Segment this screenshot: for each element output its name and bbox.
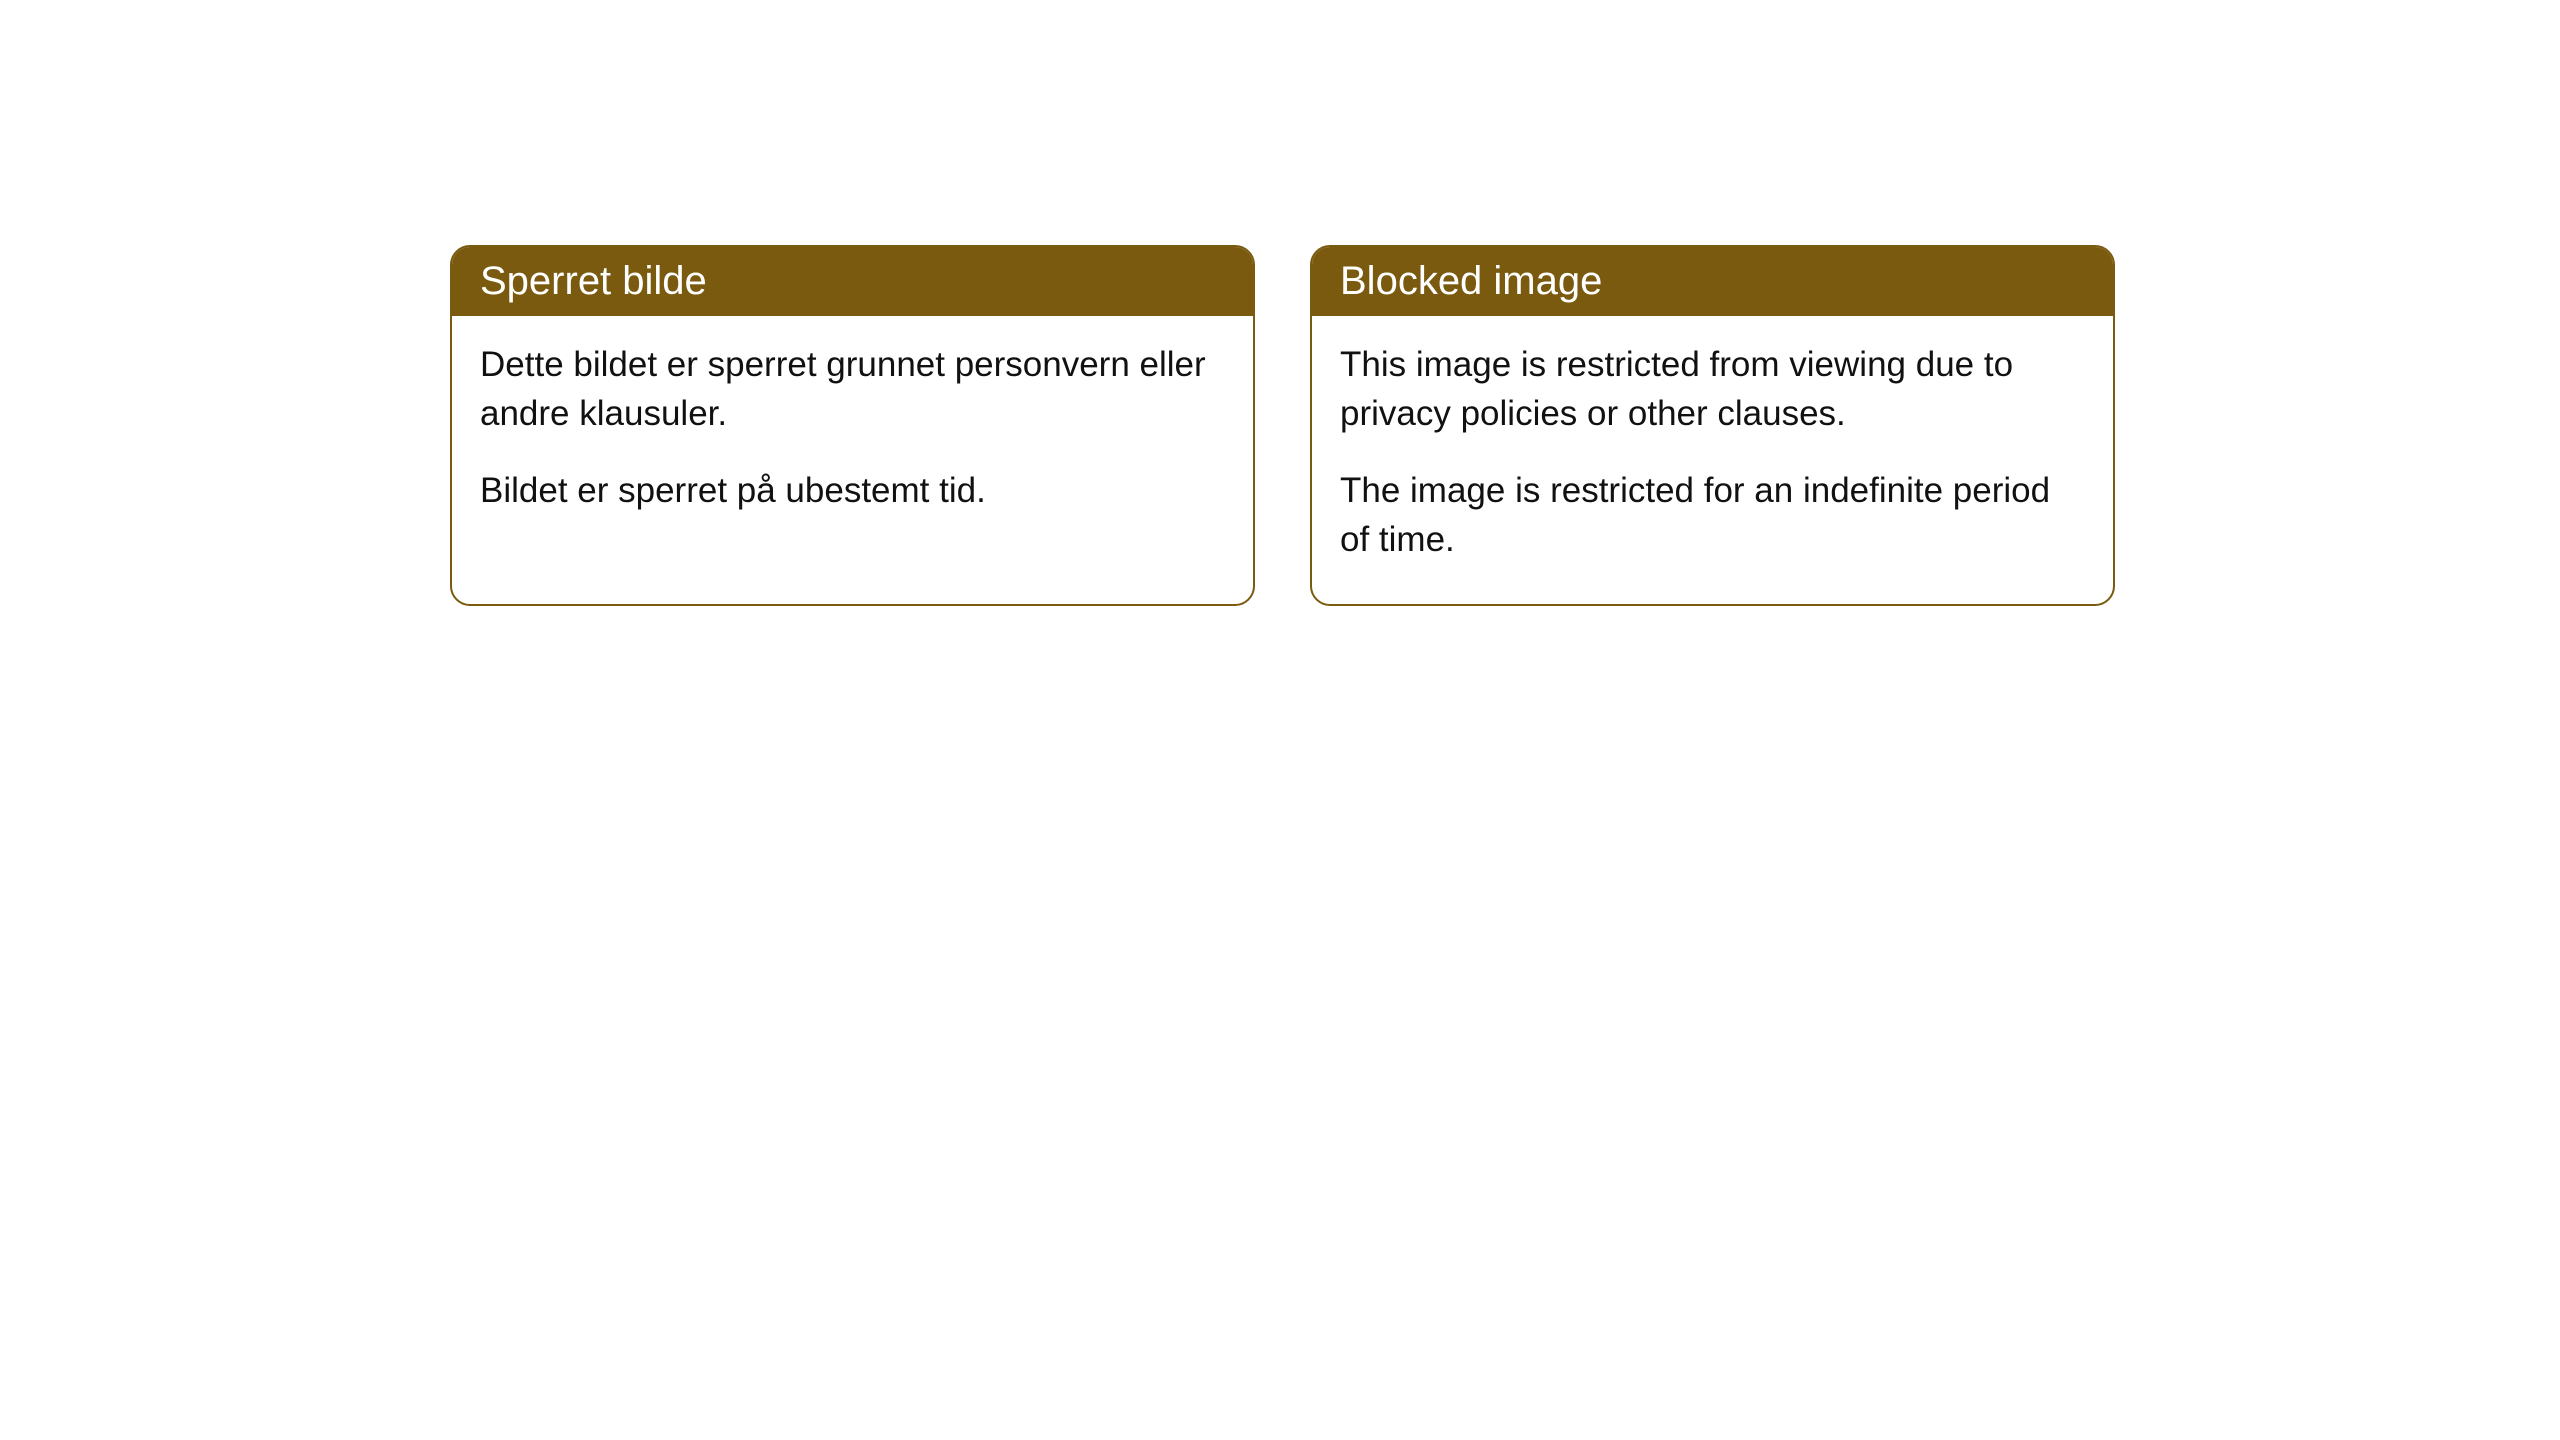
- blocked-image-card-en: Blocked image This image is restricted f…: [1310, 245, 2115, 606]
- card-paragraph-2: Bildet er sperret på ubestemt tid.: [480, 466, 1225, 515]
- card-title: Blocked image: [1340, 259, 1602, 303]
- card-body: Dette bildet er sperret grunnet personve…: [452, 316, 1253, 555]
- card-container: Sperret bilde Dette bildet er sperret gr…: [450, 245, 2115, 606]
- card-header: Blocked image: [1312, 247, 2113, 316]
- card-header: Sperret bilde: [452, 247, 1253, 316]
- card-paragraph-1: Dette bildet er sperret grunnet personve…: [480, 340, 1225, 438]
- card-paragraph-1: This image is restricted from viewing du…: [1340, 340, 2085, 438]
- card-title: Sperret bilde: [480, 259, 707, 303]
- blocked-image-card-no: Sperret bilde Dette bildet er sperret gr…: [450, 245, 1255, 606]
- card-paragraph-2: The image is restricted for an indefinit…: [1340, 466, 2085, 564]
- card-body: This image is restricted from viewing du…: [1312, 316, 2113, 604]
